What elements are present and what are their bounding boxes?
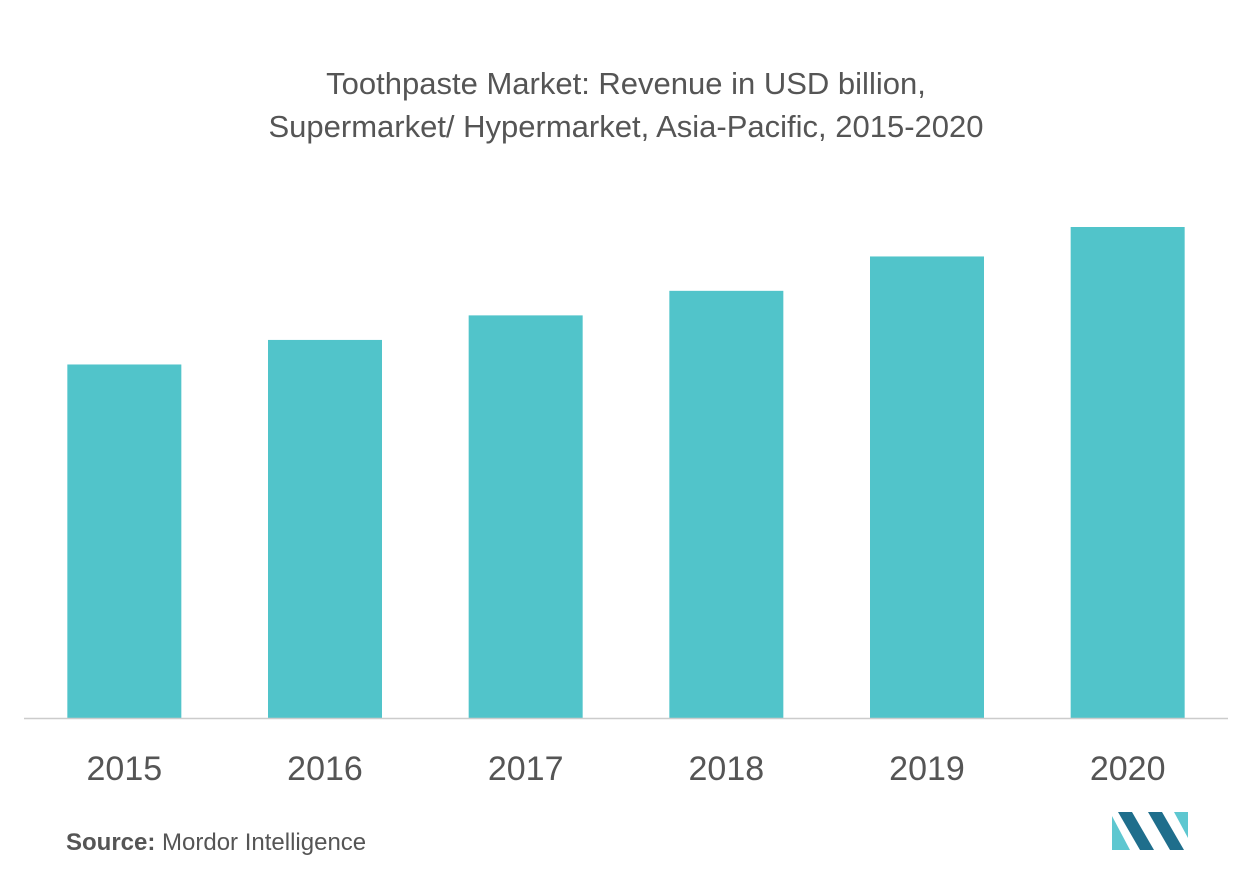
source-text: Mordor Intelligence xyxy=(162,829,367,856)
x-tick-label-2015: 2015 xyxy=(87,750,163,788)
source-label: Source: xyxy=(66,829,156,856)
bar-2017 xyxy=(468,315,583,718)
chart-title-line-2: Supermarket/ Hypermarket, Asia-Pacific, … xyxy=(268,109,984,144)
bar-2018 xyxy=(669,290,784,718)
x-tick-label-2017: 2017 xyxy=(488,750,564,788)
source-note: Source: Mordor Intelligence xyxy=(66,829,366,857)
bar-2015 xyxy=(67,364,182,718)
mordor-intelligence-logo-icon xyxy=(1112,812,1188,850)
chart-title-line-1: Toothpaste Market: Revenue in USD billio… xyxy=(326,66,926,101)
bar-2016 xyxy=(268,339,382,718)
chart-title: Toothpaste Market: Revenue in USD billio… xyxy=(0,62,1252,148)
x-tick-label-2016: 2016 xyxy=(287,750,363,788)
x-tick-label-2019: 2019 xyxy=(889,750,965,788)
x-tick-label-2018: 2018 xyxy=(689,750,765,788)
x-tick-label-2020: 2020 xyxy=(1090,750,1166,788)
bar-2020 xyxy=(1070,227,1185,718)
bar-2019 xyxy=(870,256,984,718)
